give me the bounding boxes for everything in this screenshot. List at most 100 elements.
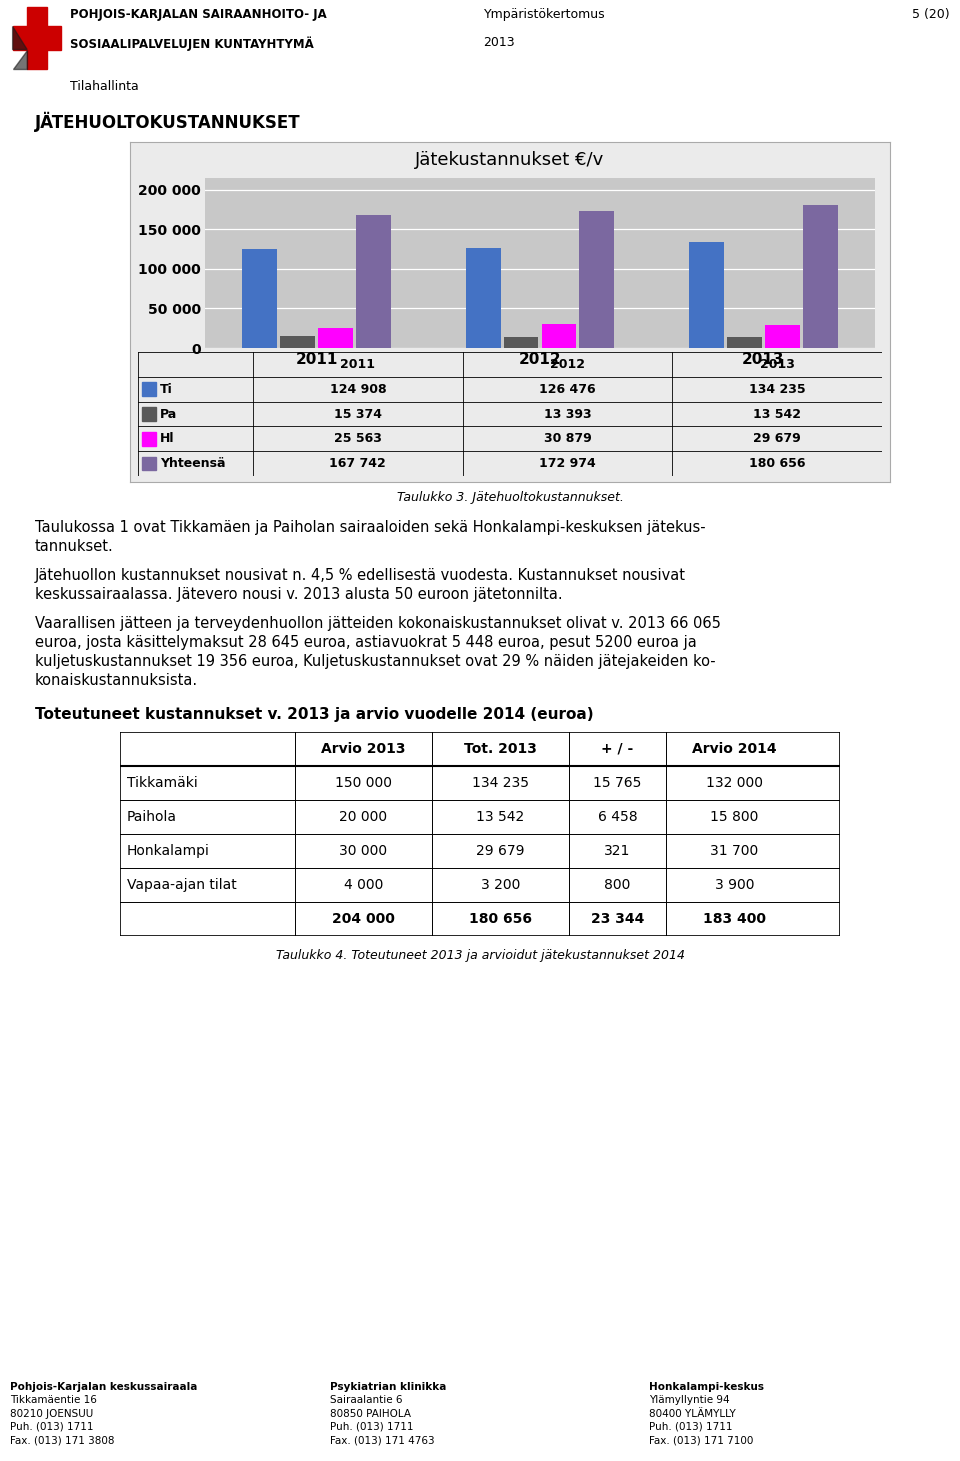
Text: Puh. (013) 1711: Puh. (013) 1711 bbox=[329, 1422, 413, 1432]
Text: 29 679: 29 679 bbox=[476, 844, 525, 858]
Text: SOSIAALIPALVELUJEN KUNTAYHTYMÄ: SOSIAALIPALVELUJEN KUNTAYHTYMÄ bbox=[70, 37, 314, 51]
Bar bbox=[142, 457, 156, 470]
Bar bbox=[280, 336, 315, 348]
Text: 132 000: 132 000 bbox=[706, 776, 763, 790]
Text: 126 476: 126 476 bbox=[540, 383, 596, 396]
Text: 80210 JOENSUU: 80210 JOENSUU bbox=[10, 1408, 93, 1419]
Text: Honkalampi-keskus: Honkalampi-keskus bbox=[649, 1382, 764, 1392]
Text: 4 000: 4 000 bbox=[344, 878, 383, 893]
Text: Ympäristökertomus: Ympäristökertomus bbox=[484, 7, 605, 20]
Text: 180 656: 180 656 bbox=[749, 457, 805, 470]
Text: 80400 YLÄMYLLY: 80400 YLÄMYLLY bbox=[649, 1408, 736, 1419]
Bar bbox=[142, 432, 156, 446]
Text: 5 (20): 5 (20) bbox=[912, 7, 950, 20]
Text: Ylämyllyntie 94: Ylämyllyntie 94 bbox=[649, 1395, 730, 1405]
Text: 15 374: 15 374 bbox=[334, 408, 382, 421]
Text: Jätehuollon kustannukset nousivat n. 4,5 % edellisestä vuodesta. Kustannukset no: Jätehuollon kustannukset nousivat n. 4,5… bbox=[35, 568, 686, 583]
Polygon shape bbox=[12, 50, 27, 69]
Bar bbox=[356, 215, 391, 348]
Text: 6 458: 6 458 bbox=[598, 809, 637, 824]
Text: Arvio 2014: Arvio 2014 bbox=[692, 742, 777, 755]
Text: Toteutuneet kustannukset v. 2013 ja arvio vuodelle 2014 (euroa): Toteutuneet kustannukset v. 2013 ja arvi… bbox=[35, 707, 593, 723]
Text: 29 679: 29 679 bbox=[754, 432, 801, 446]
Text: 2013: 2013 bbox=[759, 358, 795, 371]
Text: Ti: Ti bbox=[160, 383, 173, 396]
Text: 172 974: 172 974 bbox=[540, 457, 596, 470]
Text: 13 542: 13 542 bbox=[476, 809, 524, 824]
Text: Fax. (013) 171 7100: Fax. (013) 171 7100 bbox=[649, 1435, 754, 1445]
Bar bbox=[803, 205, 838, 348]
Text: 3 900: 3 900 bbox=[715, 878, 755, 893]
Text: Taulukko 3. Jätehuoltokustannukset.: Taulukko 3. Jätehuoltokustannukset. bbox=[396, 491, 623, 504]
Text: 134 235: 134 235 bbox=[472, 776, 529, 790]
Text: 3 200: 3 200 bbox=[481, 878, 520, 893]
Text: POHJOIS-KARJALAN SAIRAANHOITO- JA: POHJOIS-KARJALAN SAIRAANHOITO- JA bbox=[70, 7, 326, 20]
Text: Tot. 2013: Tot. 2013 bbox=[464, 742, 537, 755]
Text: 20 000: 20 000 bbox=[340, 809, 388, 824]
Text: Taulukossa 1 ovat Tikkamäen ja Paiholan sairaaloiden sekä Honkalampi-keskuksen j: Taulukossa 1 ovat Tikkamäen ja Paiholan … bbox=[35, 520, 706, 535]
Text: Fax. (013) 171 3808: Fax. (013) 171 3808 bbox=[10, 1435, 114, 1445]
Text: Jätekustannukset €/v: Jätekustannukset €/v bbox=[416, 150, 605, 169]
Bar bbox=[466, 248, 500, 348]
Bar bbox=[580, 212, 614, 348]
Text: 800: 800 bbox=[604, 878, 631, 893]
Bar bbox=[727, 337, 762, 348]
Text: 15 765: 15 765 bbox=[593, 776, 641, 790]
Text: 25 563: 25 563 bbox=[334, 432, 382, 446]
Text: 150 000: 150 000 bbox=[335, 776, 392, 790]
Text: 180 656: 180 656 bbox=[469, 912, 532, 926]
Text: 13 542: 13 542 bbox=[754, 408, 802, 421]
Text: Yhteensä: Yhteensä bbox=[160, 457, 226, 470]
Bar bbox=[142, 408, 156, 421]
Text: Sairaalantie 6: Sairaalantie 6 bbox=[329, 1395, 402, 1405]
Text: keskussairaalassa. Jätevero nousi v. 2013 alusta 50 euroon jätetonnilta.: keskussairaalassa. Jätevero nousi v. 201… bbox=[35, 587, 563, 602]
Text: Paihola: Paihola bbox=[127, 809, 177, 824]
Bar bbox=[765, 324, 800, 348]
Bar bbox=[689, 243, 724, 348]
Text: Taulukko 4. Toteutuneet 2013 ja arvioidut jätekustannukset 2014: Taulukko 4. Toteutuneet 2013 ja arvioidu… bbox=[276, 948, 684, 961]
Text: Hl: Hl bbox=[160, 432, 175, 446]
Text: Tikkamäentie 16: Tikkamäentie 16 bbox=[10, 1395, 97, 1405]
Text: 23 344: 23 344 bbox=[590, 912, 644, 926]
Text: Tilahallinta: Tilahallinta bbox=[70, 79, 139, 92]
Bar bbox=[541, 323, 576, 348]
Text: 31 700: 31 700 bbox=[710, 844, 758, 858]
Bar bbox=[242, 250, 277, 348]
Text: Vapaa-ajan tilat: Vapaa-ajan tilat bbox=[127, 878, 237, 893]
Text: 30 000: 30 000 bbox=[340, 844, 388, 858]
Bar bbox=[142, 383, 156, 396]
Text: + / -: + / - bbox=[601, 742, 634, 755]
Text: Arvio 2013: Arvio 2013 bbox=[322, 742, 406, 755]
Text: 2011: 2011 bbox=[341, 358, 375, 371]
Text: 13 393: 13 393 bbox=[543, 408, 591, 421]
Text: kuljetuskustannukset 19 356 euroa, Kuljetuskustannukset ovat 29 % näiden jätejak: kuljetuskustannukset 19 356 euroa, Kulje… bbox=[35, 655, 715, 669]
Bar bbox=[12, 26, 61, 50]
Bar bbox=[27, 7, 47, 69]
Text: Vaarallisen jätteen ja terveydenhuollon jätteiden kokonaiskustannukset olivat v.: Vaarallisen jätteen ja terveydenhuollon … bbox=[35, 617, 721, 631]
Text: 80850 PAIHOLA: 80850 PAIHOLA bbox=[329, 1408, 411, 1419]
Text: Pa: Pa bbox=[160, 408, 178, 421]
Text: 15 800: 15 800 bbox=[710, 809, 758, 824]
Bar bbox=[318, 327, 353, 348]
Polygon shape bbox=[12, 26, 27, 50]
Text: tannukset.: tannukset. bbox=[35, 539, 113, 554]
Text: 321: 321 bbox=[604, 844, 631, 858]
Text: Psykiatrian klinikka: Psykiatrian klinikka bbox=[329, 1382, 446, 1392]
Text: euroa, josta käsittelymaksut 28 645 euroa, astiavuokrat 5 448 euroa, pesut 5200 : euroa, josta käsittelymaksut 28 645 euro… bbox=[35, 636, 697, 650]
Text: 204 000: 204 000 bbox=[332, 912, 395, 926]
Text: Fax. (013) 171 4763: Fax. (013) 171 4763 bbox=[329, 1435, 434, 1445]
Text: 2013: 2013 bbox=[484, 37, 516, 50]
Text: 2012: 2012 bbox=[550, 358, 585, 371]
Bar bbox=[504, 337, 539, 348]
Text: 124 908: 124 908 bbox=[329, 383, 386, 396]
Text: Puh. (013) 1711: Puh. (013) 1711 bbox=[649, 1422, 732, 1432]
Text: 167 742: 167 742 bbox=[329, 457, 386, 470]
Text: 134 235: 134 235 bbox=[749, 383, 805, 396]
Text: Puh. (013) 1711: Puh. (013) 1711 bbox=[10, 1422, 93, 1432]
Text: 183 400: 183 400 bbox=[703, 912, 766, 926]
Text: JÄTEHUOLTOKUSTANNUKSET: JÄTEHUOLTOKUSTANNUKSET bbox=[35, 112, 300, 131]
Text: Honkalampi: Honkalampi bbox=[127, 844, 210, 858]
Text: www.pkssk.fi: www.pkssk.fi bbox=[448, 1448, 512, 1458]
Text: Pohjois-Karjalan keskussairaala: Pohjois-Karjalan keskussairaala bbox=[10, 1382, 198, 1392]
Text: Tikkamäki: Tikkamäki bbox=[127, 776, 198, 790]
